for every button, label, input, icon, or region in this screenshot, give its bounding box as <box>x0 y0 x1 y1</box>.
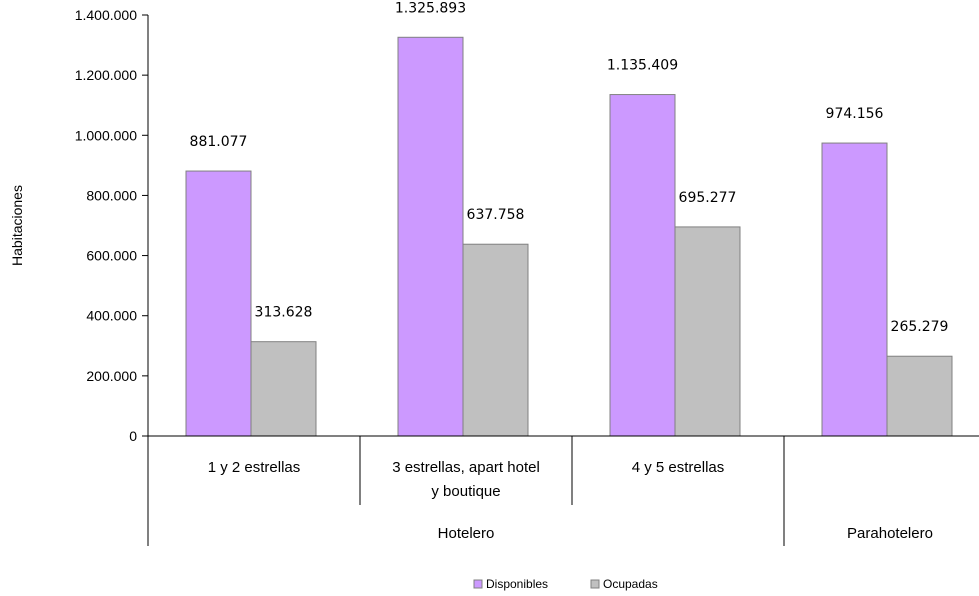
data-label: 265.279 <box>891 319 949 335</box>
legend: Disponibles Ocupadas <box>473 577 658 591</box>
bar-disponibles <box>821 142 888 437</box>
x-axis: 1 y 2 estrellas 3 estrellas, apart hotel y… <box>147 435 979 546</box>
category-label: 1 y 2 estrellas <box>208 459 301 476</box>
data-label: 974.156 <box>826 106 884 122</box>
category-label: y boutique <box>431 483 500 500</box>
y-tick-label: 0 <box>129 428 137 444</box>
bar-ocupadas <box>250 341 317 437</box>
y-tick-label: 400.000 <box>86 308 137 324</box>
legend-swatch <box>590 579 600 589</box>
bars: 881.077 1.325.893 1.135.409 974.156 313.628 6… <box>185 0 953 437</box>
y-tick-label: 800.000 <box>86 187 137 203</box>
data-label: 695.277 <box>679 190 737 206</box>
legend-swatch <box>473 579 483 589</box>
data-label: 881.077 <box>190 134 248 150</box>
y-tick-label: 200.000 <box>86 368 137 384</box>
bar-disponibles <box>397 36 464 437</box>
legend-label: Disponibles <box>486 577 548 591</box>
y-tick-label: 1.000.000 <box>75 127 137 143</box>
bar-ocupadas <box>886 355 953 437</box>
bar-disponibles <box>185 170 252 437</box>
category-label: 4 y 5 estrellas <box>632 459 725 476</box>
y-tick-label: 600.000 <box>86 248 137 264</box>
data-label: 1.325.893 <box>395 0 466 16</box>
bar-ocupadas <box>674 226 741 437</box>
group-label: Parahotelero <box>847 525 933 542</box>
bar-disponibles <box>609 94 676 437</box>
legend-label: Ocupadas <box>603 577 658 591</box>
y-tick-label: 1.400.000 <box>75 7 137 23</box>
y-axis: 0 200.000 400.000 600.000 800.000 1.000.000 1.… <box>75 7 149 444</box>
y-axis-title: Habitaciones <box>9 185 25 266</box>
data-label: 1.135.409 <box>607 58 678 74</box>
y-tick-label: 1.200.000 <box>75 67 137 83</box>
data-label: 313.628 <box>255 305 313 321</box>
group-label: Hotelero <box>438 525 495 542</box>
bar-ocupadas <box>462 243 529 437</box>
data-label: 637.758 <box>467 207 525 223</box>
category-label: 3 estrellas, apart hotel <box>392 459 540 476</box>
